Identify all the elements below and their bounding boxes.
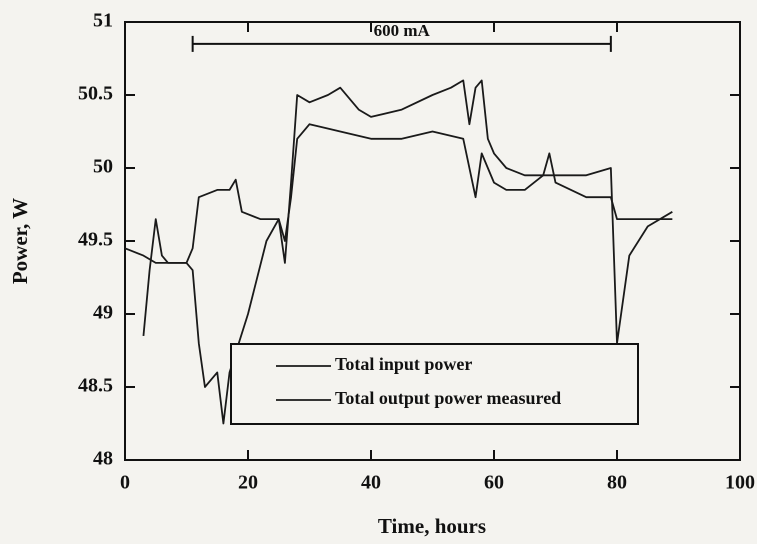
x-tick-label: 20 [238,472,258,494]
series-line [142,79,673,345]
series-line [124,123,673,425]
legend-box [230,343,639,425]
x-axis-label: Time, hours [378,514,486,538]
y-tick-label: 49.5 [78,229,113,251]
x-tick-label: 0 [120,472,130,494]
y-tick-label: 50.5 [78,83,113,105]
x-tick-label: 100 [725,472,755,494]
x-tick-label: 60 [484,472,504,494]
y-tick-label: 50 [93,156,113,178]
y-tick-label: 51 [93,10,113,32]
x-tick-label: 40 [361,472,381,494]
legend-label: Total input power [335,354,472,374]
y-tick-label: 48.5 [78,375,113,397]
y-tick-label: 48 [93,448,113,470]
x-tick-label: 80 [607,472,627,494]
y-axis-label: Power, W [8,198,32,284]
legend-label: Total output power measured [335,388,561,408]
annotation-text: 600 mA [374,21,431,40]
y-tick-label: 49 [93,302,113,324]
